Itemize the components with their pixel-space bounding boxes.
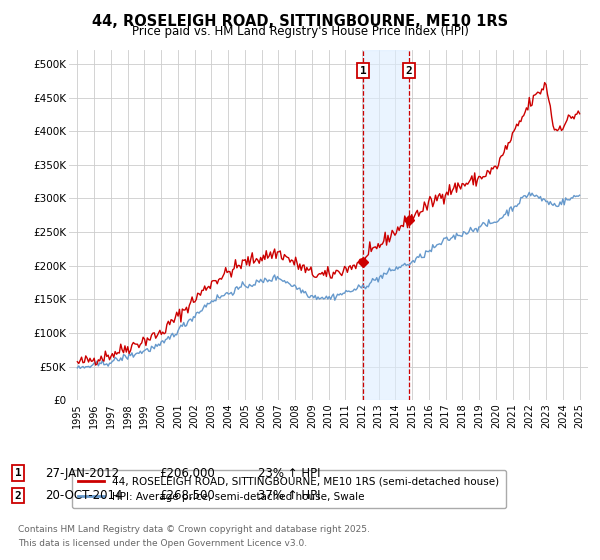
Bar: [363, 50, 409, 400]
Text: 1: 1: [14, 468, 22, 478]
Text: 37% ↑ HPI: 37% ↑ HPI: [258, 489, 320, 502]
Text: Price paid vs. HM Land Registry's House Price Index (HPI): Price paid vs. HM Land Registry's House …: [131, 25, 469, 38]
Text: £268,500: £268,500: [159, 489, 215, 502]
Text: 44, ROSELEIGH ROAD, SITTINGBOURNE, ME10 1RS: 44, ROSELEIGH ROAD, SITTINGBOURNE, ME10 …: [92, 14, 508, 29]
Text: £206,000: £206,000: [159, 466, 215, 480]
Text: 2: 2: [14, 491, 22, 501]
Text: This data is licensed under the Open Government Licence v3.0.: This data is licensed under the Open Gov…: [18, 539, 307, 548]
Text: Contains HM Land Registry data © Crown copyright and database right 2025.: Contains HM Land Registry data © Crown c…: [18, 525, 370, 534]
Text: 20-OCT-2014: 20-OCT-2014: [45, 489, 122, 502]
Text: 2: 2: [406, 66, 412, 76]
Legend: 44, ROSELEIGH ROAD, SITTINGBOURNE, ME10 1RS (semi-detached house), HPI: Average : 44, ROSELEIGH ROAD, SITTINGBOURNE, ME10 …: [71, 470, 506, 508]
Text: 27-JAN-2012: 27-JAN-2012: [45, 466, 119, 480]
Text: 1: 1: [360, 66, 367, 76]
Text: 23% ↑ HPI: 23% ↑ HPI: [258, 466, 320, 480]
